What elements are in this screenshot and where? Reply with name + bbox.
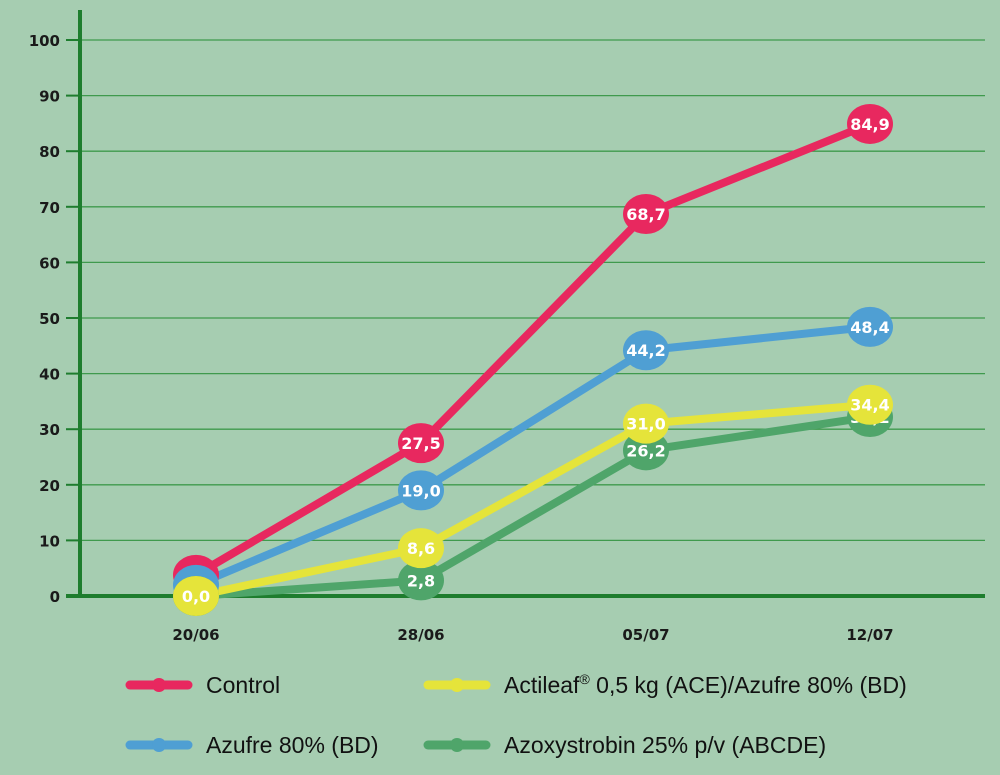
x-axis: 20/06 28/06 05/07 12/07: [66, 594, 985, 644]
series-line: [192, 119, 874, 579]
legend-item: Azufre 80% (BD): [125, 732, 379, 758]
data-label: 2,8: [407, 571, 435, 590]
x-tick-label: 12/07: [846, 626, 893, 644]
y-tick-label: 40: [39, 366, 60, 384]
data-label: 26,2: [626, 441, 665, 460]
data-point: [847, 306, 893, 347]
y-axis: 0 10 20 30 40 50 60 70 80 90 100: [29, 10, 82, 606]
y-tick-label: 60: [39, 254, 60, 272]
legend-item: Actileaf® 0,5 kg (ACE)/Azufre 80% (BD): [423, 671, 907, 698]
data-label: 27,5: [401, 434, 440, 453]
y-tick-label: 30: [39, 421, 60, 439]
grid-lines: [80, 39, 985, 542]
data-point: [398, 470, 444, 511]
legend-swatch-dot: [450, 738, 464, 752]
data-point: [847, 103, 893, 144]
data-point: [173, 576, 219, 616]
data-point: [847, 384, 893, 425]
data-point: [398, 560, 444, 601]
legend-label: Azufre 80% (BD): [206, 732, 379, 758]
x-tick-label: 28/06: [397, 626, 444, 644]
legend-item: Control: [125, 672, 280, 698]
data-label: 68,7: [626, 205, 665, 224]
legend-swatch-dot: [152, 678, 166, 692]
data-label: 34,4: [850, 396, 889, 415]
y-tick-label: 90: [39, 88, 60, 106]
legend-swatch-dot: [152, 738, 166, 752]
series-line: [192, 322, 874, 589]
legend: Control Azufre 80% (BD) Azoxystrobin 25% p…: [125, 671, 907, 758]
series-lines: [192, 119, 874, 600]
legend-label: Control: [206, 672, 280, 698]
x-tick-label: 05/07: [622, 626, 669, 644]
data-label: 84,9: [850, 115, 889, 134]
y-tick-label: 20: [39, 477, 60, 495]
legend-item: Azoxystrobin 25% p/v (ABCDE): [423, 732, 826, 758]
y-tick-label: 70: [39, 199, 60, 217]
data-point: [623, 194, 669, 235]
data-point: [398, 528, 444, 569]
series-line: [192, 412, 874, 600]
legend-label: Azoxystrobin 25% p/v (ABCDE): [504, 732, 826, 758]
data-point: [623, 403, 669, 444]
data-point: [398, 423, 444, 464]
series-markers: 3,827,568,784,92,019,044,248,40,02,826,2…: [173, 103, 893, 616]
legend-swatch-dot: [450, 678, 464, 692]
y-tick-label: 100: [29, 32, 60, 50]
y-tick-label: 50: [39, 310, 60, 328]
x-tick-label: 20/06: [172, 626, 219, 644]
data-label: 44,2: [626, 341, 665, 360]
data-label: 48,4: [850, 318, 889, 337]
series-line: [192, 400, 874, 600]
data-label: 19,0: [401, 481, 440, 500]
y-tick-label: 0: [50, 588, 60, 606]
legend-label: Actileaf® 0,5 kg (ACE)/Azufre 80% (BD): [504, 671, 907, 698]
data-label: 0,0: [182, 587, 210, 606]
data-point: [623, 330, 669, 371]
y-tick-label: 80: [39, 143, 60, 161]
y-tick-label: 10: [39, 532, 60, 550]
data-label: 8,6: [407, 539, 435, 558]
data-label: 31,0: [626, 415, 665, 434]
